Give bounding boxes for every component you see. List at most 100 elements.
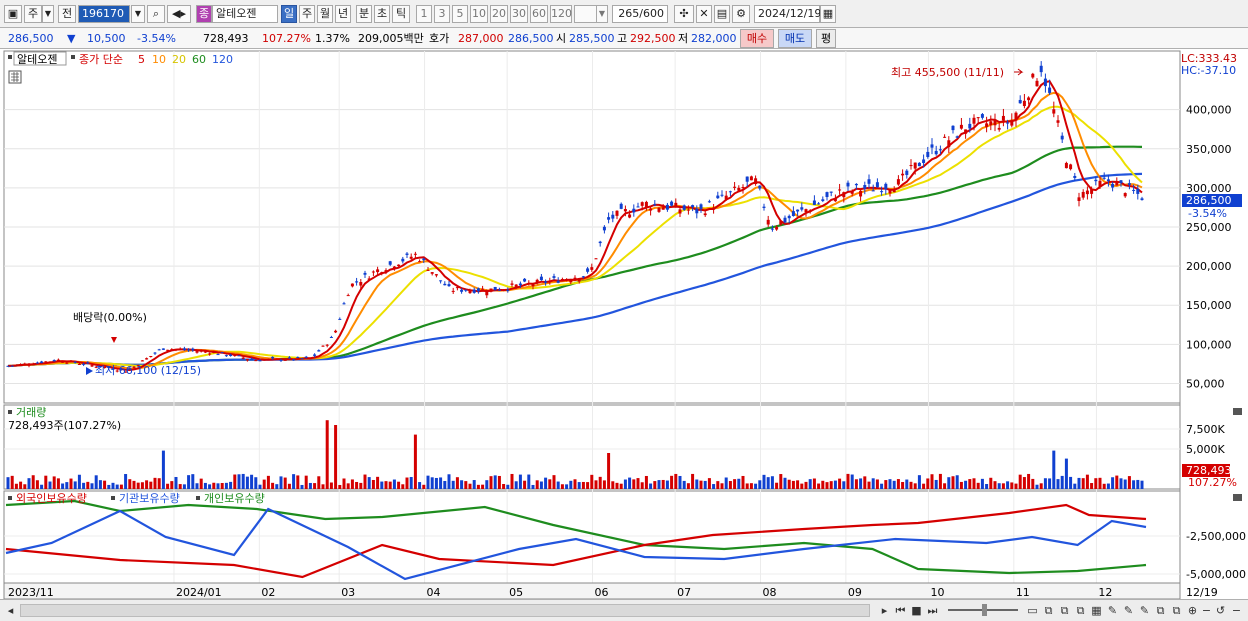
market-select[interactable]: 주 <box>24 5 42 23</box>
buy-button[interactable]: 매수 <box>740 29 774 48</box>
chevron-down-icon[interactable]: ▼ <box>42 5 54 23</box>
stop-icon[interactable]: ■ <box>911 604 922 617</box>
eval-button[interactable]: 평 <box>816 29 836 48</box>
volume-bar <box>922 483 926 489</box>
quick-count-3[interactable]: 3 <box>434 5 450 23</box>
quick-count-30[interactable]: 30 <box>510 5 528 23</box>
candle-body <box>875 182 879 188</box>
prev-button[interactable]: 전 <box>58 5 76 23</box>
last-page-icon[interactable]: ⏭ <box>927 604 938 617</box>
candle-body <box>107 367 111 369</box>
date-tick-label: 09 <box>848 586 862 599</box>
quick-count-20[interactable]: 20 <box>490 5 508 23</box>
calendar-icon[interactable]: ▦ <box>820 5 836 23</box>
candle-body <box>628 214 632 218</box>
volume-bar <box>19 481 23 489</box>
pen-icon[interactable]: ✎ <box>1107 604 1118 617</box>
layout-icon[interactable]: ⧉ <box>1172 604 1181 617</box>
scroll-left-icon[interactable]: ◂ <box>7 604 14 617</box>
period-day[interactable]: 일 <box>281 5 297 23</box>
count-field[interactable]: 265/600 <box>612 5 668 23</box>
panel-close-icon[interactable] <box>1233 408 1242 415</box>
volume-bar <box>691 473 695 489</box>
volume-bar <box>829 481 833 489</box>
volume-bar <box>266 475 270 489</box>
minus-icon[interactable]: − <box>1231 604 1242 617</box>
scroll-right-icon[interactable]: ▸ <box>881 604 888 617</box>
legend-ma-type: 종가 단순 <box>79 53 123 66</box>
candle-body <box>136 365 140 367</box>
volume-bar <box>434 477 438 489</box>
zoom-slider-handle[interactable] <box>982 604 987 616</box>
layout-icon[interactable]: ▣ <box>4 5 22 23</box>
first-page-icon[interactable]: ⏮ <box>895 604 906 617</box>
volume-bar <box>502 483 506 489</box>
layout-icon[interactable]: ⧉ <box>1060 604 1069 617</box>
period-month[interactable]: 월 <box>317 5 333 23</box>
candle-body <box>560 279 564 281</box>
volume-bar <box>590 474 594 489</box>
quick-count-10[interactable]: 10 <box>470 5 488 23</box>
quick-count-1[interactable]: 1 <box>416 5 432 23</box>
draw-tool-icon[interactable]: ✕ <box>696 5 712 23</box>
save-icon[interactable]: ▤ <box>714 5 730 23</box>
horizontal-scrollbar[interactable] <box>20 604 870 617</box>
stock-chart[interactable]: 알테오젠 종가 단순 5 10 20 60 120 최고 455,500 (11… <box>0 49 1248 601</box>
zoom-in-icon[interactable]: ⊕ <box>1187 604 1198 617</box>
date-field[interactable]: 2024/12/19 <box>754 5 821 23</box>
quick-count-60[interactable]: 60 <box>530 5 548 23</box>
foreign-holdings-line <box>5 503 1147 579</box>
grid-icon[interactable]: ▦ <box>1091 604 1102 617</box>
chevron-down-icon[interactable]: ▼ <box>131 5 145 23</box>
stock-code-input[interactable]: 196170 <box>78 5 130 23</box>
candle-body <box>976 117 980 119</box>
volume-bar <box>367 477 371 489</box>
candle-body <box>544 281 548 283</box>
crosshair-icon[interactable]: ✣ <box>674 5 694 23</box>
pen-icon[interactable]: ✎ <box>1139 604 1150 617</box>
candle-body <box>1106 179 1110 182</box>
pen-icon[interactable]: ✎ <box>1123 604 1134 617</box>
volume-bar <box>325 420 329 489</box>
candle-body <box>212 351 216 354</box>
layout-icon[interactable]: ⧉ <box>1076 604 1085 617</box>
candle-body <box>145 358 149 360</box>
volume-bar <box>481 484 485 489</box>
period-tick[interactable]: 틱 <box>392 5 410 23</box>
quick-count-5[interactable]: 5 <box>452 5 468 23</box>
candle-body <box>1098 180 1102 187</box>
candle-body <box>565 279 569 281</box>
hc-label: HC:-37.10 <box>1181 64 1236 77</box>
volume-bar <box>808 479 812 489</box>
layout-icon[interactable]: ⧉ <box>1044 604 1053 617</box>
sell-button[interactable]: 매도 <box>778 29 812 48</box>
reset-icon[interactable]: ↺ <box>1215 604 1226 617</box>
candle-body <box>363 272 367 275</box>
volume-bar <box>686 483 690 489</box>
volume-bar <box>838 478 842 489</box>
period-second[interactable]: 초 <box>374 5 390 23</box>
volume-bar <box>665 480 669 489</box>
panel-close-icon[interactable] <box>1233 494 1242 501</box>
candle-body <box>1140 198 1144 201</box>
volume-bar <box>905 479 909 489</box>
period-year[interactable]: 년 <box>335 5 351 23</box>
zoom-out-icon[interactable]: − <box>1201 604 1212 617</box>
layout-icon[interactable]: ⧉ <box>1156 604 1165 617</box>
speaker-icon[interactable]: ◀▸ <box>167 5 191 23</box>
candle-body <box>1115 181 1119 186</box>
gear-icon[interactable]: ⚙ <box>732 5 750 23</box>
volume-bar <box>1031 478 1035 489</box>
period-minute[interactable]: 분 <box>356 5 372 23</box>
candle-body <box>355 281 359 283</box>
volume-grid <box>4 428 1180 450</box>
legend-stock-box[interactable] <box>13 51 67 66</box>
candle-body <box>997 127 1001 130</box>
candle-body <box>917 162 921 167</box>
quick-count-120[interactable]: 120 <box>550 5 572 23</box>
candle-body <box>569 279 573 283</box>
search-icon[interactable]: ⌕ <box>147 5 165 23</box>
chevron-down-icon[interactable]: ▼ <box>596 5 608 23</box>
period-week[interactable]: 주 <box>299 5 315 23</box>
layout-icon[interactable]: ▭ <box>1027 604 1038 617</box>
